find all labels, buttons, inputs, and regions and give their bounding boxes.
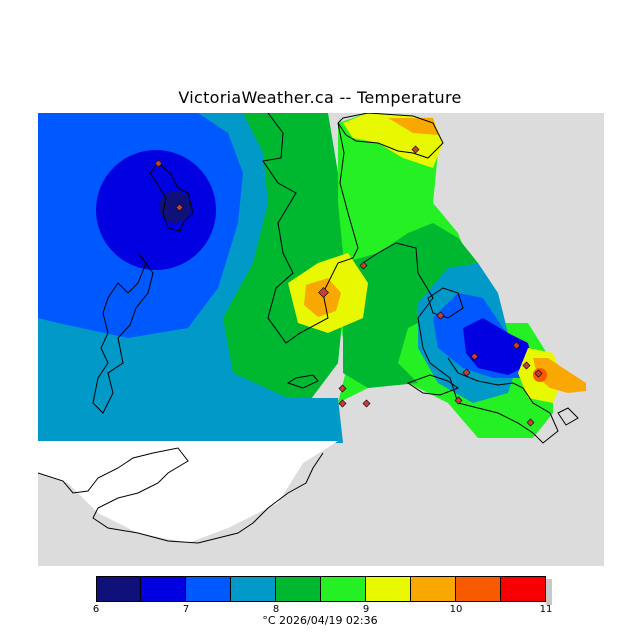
station-marker [154,159,163,168]
station-marker [534,369,543,378]
station-marker [411,145,420,154]
legend-swatch [456,576,501,601]
station-marker [175,203,184,212]
contour-band-8.5to9-east [343,223,478,388]
legend-swatch [366,576,411,601]
legend-swatch [141,576,186,601]
no-data-zone [38,441,338,543]
station-marker [470,352,479,361]
contour-band-10to10.5-center [304,278,341,317]
station-marker [526,418,535,427]
station-marker [462,368,471,377]
color-legend [96,576,546,603]
legend-tick-label: 11 [539,604,553,615]
legend-frame [96,576,546,602]
page-title: VictoriaWeather.ca -- Temperature [178,88,462,107]
station-marker [436,311,445,320]
legend-tick-label: 8 [272,604,280,615]
station-marker [454,396,463,405]
footer-units-timestamp: °C 2026/04/19 02:36 [262,614,378,627]
legend-tick-label: 7 [182,604,190,615]
legend-tick-label: 6 [92,604,100,615]
station-marker [362,399,371,408]
contour-band-10to10.5-east [533,358,586,393]
station-marker [338,399,347,408]
station-marker [512,341,521,350]
legend-swatch [231,576,276,601]
legend-tick-label: 10 [449,604,463,615]
station-markers [154,145,543,427]
contour-band-10to10.5-north [388,118,438,135]
contour-band-7to7.5-east [463,318,533,375]
contour-band-6.5to7-west [96,150,216,270]
station-marker [338,384,347,393]
station-marker [318,287,329,298]
contour-band-6to6.5-west [159,191,191,223]
legend-tick-label: 9 [362,604,370,615]
legend-swatch [321,576,366,601]
legend-swatch [96,576,141,601]
legend-swatch [186,576,231,601]
legend-shadow [546,579,552,605]
coastlines [38,113,579,544]
station-marker [522,361,531,370]
temperature-map [38,113,604,566]
legend-swatch [411,576,456,601]
station-marker [359,261,368,270]
legend-swatch [501,576,546,601]
legend-swatch [276,576,321,601]
